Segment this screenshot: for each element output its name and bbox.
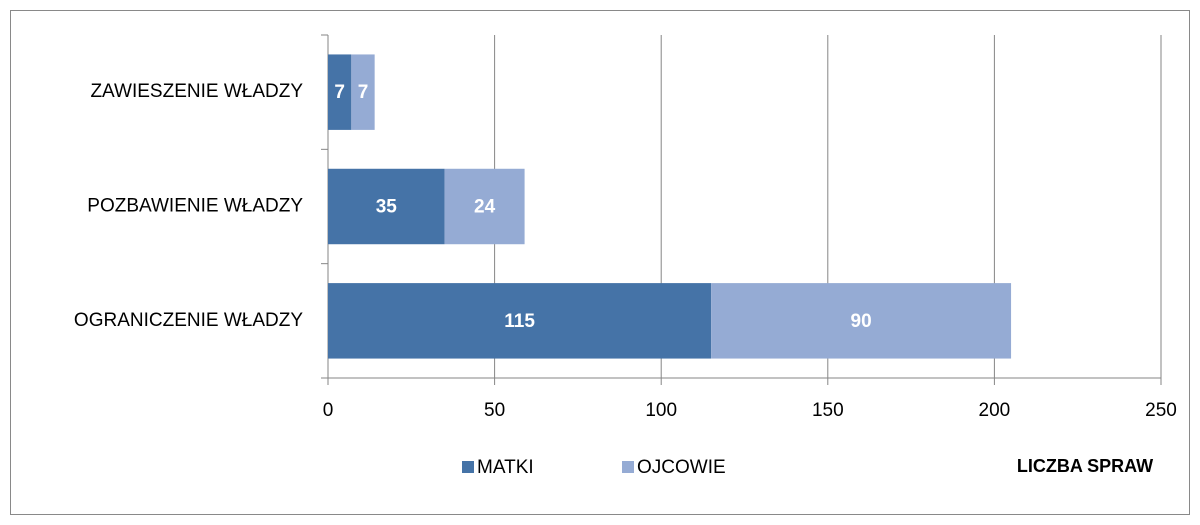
x-tick-label: 50 bbox=[484, 400, 505, 421]
x-tick-label: 0 bbox=[323, 400, 334, 421]
chart-frame bbox=[10, 10, 1190, 515]
legend-swatch bbox=[622, 461, 634, 473]
y-tick-label: OGRANICZENIE WŁADZY bbox=[74, 310, 303, 331]
legend-swatch bbox=[462, 461, 474, 473]
x-tick-label: 150 bbox=[812, 400, 844, 421]
x-axis-label: LICZBA SPRAW bbox=[1017, 456, 1153, 476]
y-tick-label: POZBAWIENIE WŁADZY bbox=[87, 196, 303, 217]
bar-segment bbox=[328, 283, 712, 359]
bar-segment bbox=[444, 168, 525, 245]
data-label: 24 bbox=[474, 197, 496, 218]
bar-segment bbox=[351, 54, 375, 130]
legend-label: OJCOWIE bbox=[637, 457, 726, 478]
x-tick-label: 250 bbox=[1145, 400, 1177, 421]
bar-segment bbox=[711, 283, 1012, 359]
y-tick-label: ZAWIESZENIE WŁADZY bbox=[90, 81, 303, 102]
data-label: 7 bbox=[358, 82, 369, 103]
legend-label: MATKI bbox=[477, 457, 534, 478]
data-label: 115 bbox=[504, 311, 535, 332]
x-tick-label: 200 bbox=[979, 400, 1011, 421]
x-tick-label: 100 bbox=[645, 400, 677, 421]
bar-segment bbox=[328, 168, 445, 245]
data-label: 7 bbox=[334, 82, 345, 103]
bar-segment bbox=[328, 54, 352, 130]
data-label: 90 bbox=[851, 311, 872, 332]
data-label: 35 bbox=[376, 197, 398, 218]
